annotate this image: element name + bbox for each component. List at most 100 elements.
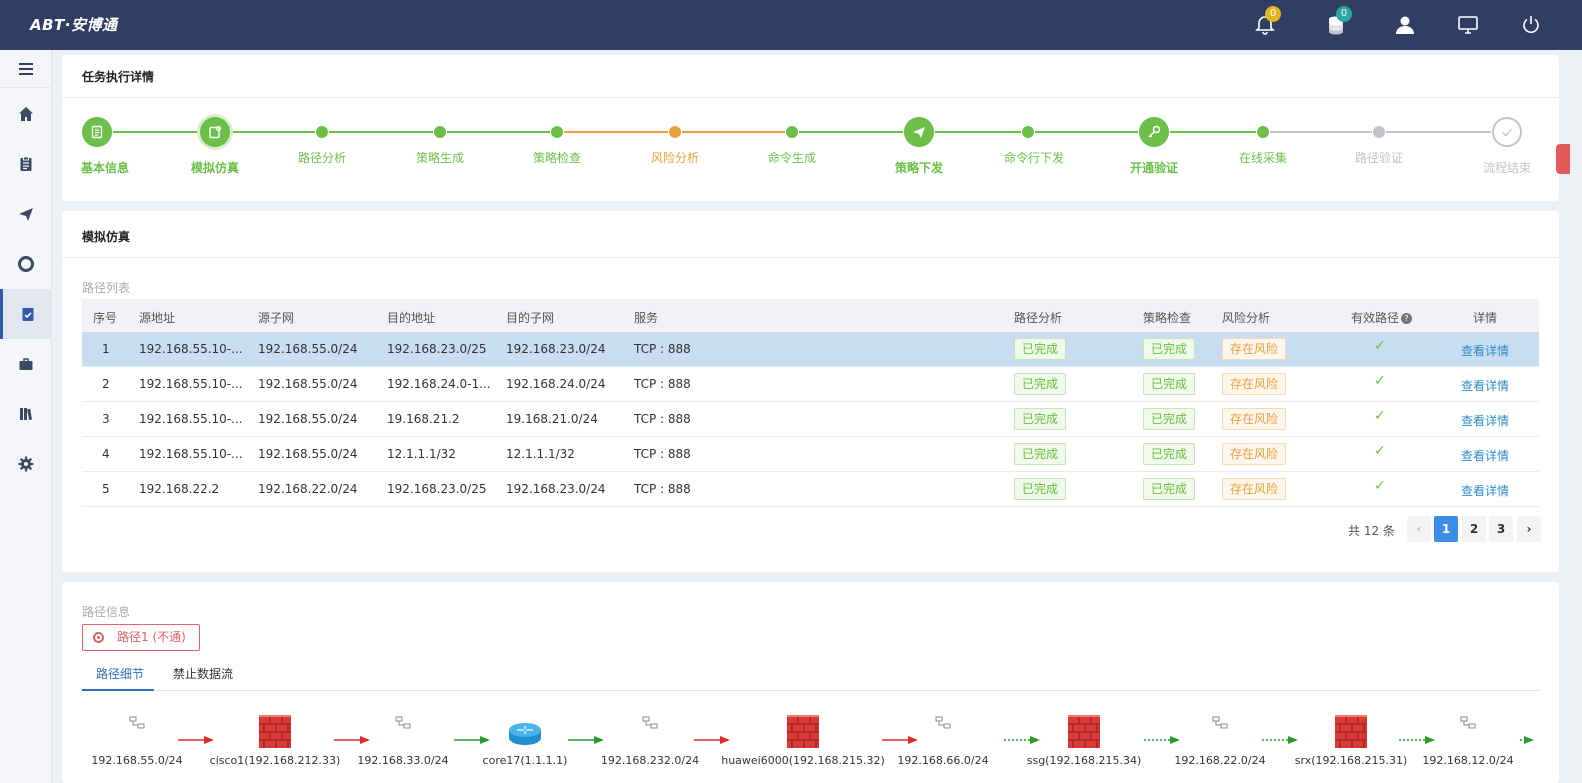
destination-address: 192.168.23.0/25 — [387, 482, 487, 496]
col-header: 有效路径? — [1351, 309, 1413, 326]
page-1-button[interactable]: 1 — [1434, 516, 1458, 542]
destination-address: 12.1.1.1/32 — [387, 447, 456, 461]
sidebar-item-assets[interactable] — [0, 339, 52, 389]
step-dot[interactable] — [669, 126, 681, 138]
check-icon: ✓ — [1374, 478, 1386, 494]
step-label: 命令生成 — [768, 151, 817, 165]
view-details-link[interactable]: 查看详情 — [1461, 449, 1510, 463]
path-node-label: 192.168.33.0/24 — [357, 754, 449, 767]
document-icon[interactable] — [82, 117, 112, 147]
tab-path-detail[interactable]: 路径细节 — [96, 667, 145, 681]
flow-arrow — [694, 734, 730, 744]
risk-analysis-status: 存在风险 — [1222, 338, 1287, 360]
tab-blocked-flows[interactable]: 禁止数据流 — [173, 667, 234, 681]
subnet-icon[interactable] — [935, 716, 951, 733]
step-label: 路径分析 — [298, 151, 347, 165]
step-label: 流程结束 — [1483, 161, 1532, 175]
subnet-icon[interactable] — [395, 716, 411, 733]
path-node-label: core17(1.1.1.1) — [482, 754, 568, 767]
step-dot[interactable] — [551, 126, 563, 138]
firewall-icon[interactable] — [786, 715, 820, 752]
check-circle-icon[interactable] — [1492, 117, 1522, 147]
path-1-button[interactable]: 路径1 (不通) — [82, 624, 200, 651]
subnet-icon[interactable] — [1460, 716, 1476, 733]
briefcase-icon — [19, 358, 33, 370]
policy-check-status: 已完成 — [1143, 373, 1196, 395]
view-details-link[interactable]: 查看详情 — [1461, 484, 1510, 498]
source-address: 192.168.55.10-... — [139, 377, 243, 391]
key-icon[interactable] — [1139, 117, 1169, 147]
simulate-icon[interactable] — [200, 117, 230, 147]
home-icon — [19, 107, 33, 121]
step-connector — [799, 131, 903, 133]
subnet-icon[interactable] — [1212, 716, 1228, 733]
subnet-icon[interactable] — [642, 716, 658, 733]
source-subnet: 192.168.55.0/24 — [258, 377, 358, 391]
destination-subnet: 19.168.21.0/24 — [506, 412, 598, 426]
source-subnet: 192.168.55.0/24 — [258, 447, 358, 461]
step-dot[interactable] — [1373, 126, 1385, 138]
sidebar-item-home[interactable] — [0, 89, 52, 139]
step-label: 风险分析 — [651, 151, 700, 165]
table-row[interactable]: 2 192.168.55.10-... 192.168.55.0/24 192.168… — [82, 367, 1539, 402]
step-connector — [447, 131, 550, 133]
table-row[interactable]: 4 192.168.55.10-... 192.168.55.0/24 12.1.1.… — [82, 437, 1539, 472]
table-row[interactable]: 5 192.168.22.2 192.168.22.0/24 192.168.23.0… — [82, 472, 1539, 507]
path-analysis-status: 已完成 — [1014, 478, 1067, 500]
step-label: 模拟仿真 — [191, 161, 240, 175]
sidebar-item-library[interactable] — [0, 389, 52, 439]
sidebar-item-settings[interactable] — [0, 439, 52, 489]
step-dot[interactable] — [1022, 126, 1034, 138]
sidebar-item-reports[interactable] — [0, 139, 52, 189]
col-header: 风险分析 — [1222, 311, 1271, 325]
user-icon[interactable] — [1394, 14, 1416, 36]
service: TCP : 888 — [634, 412, 691, 426]
paper-plane-icon[interactable] — [904, 117, 934, 147]
source-address: 192.168.55.10-... — [139, 342, 243, 356]
firewall-icon[interactable] — [258, 715, 292, 752]
page-3-button[interactable]: 3 — [1489, 516, 1513, 542]
sidebar-item-support[interactable] — [0, 239, 52, 289]
path-node-label: cisco1(192.168.212.33) — [209, 754, 341, 767]
step-dot[interactable] — [786, 126, 798, 138]
step-label: 在线采集 — [1239, 151, 1288, 165]
sidebar-item-deploy[interactable] — [0, 189, 52, 239]
prev-page-button[interactable]: ‹ — [1407, 516, 1431, 542]
step-dot[interactable] — [1257, 126, 1269, 138]
subnet-icon[interactable] — [129, 716, 145, 733]
task-detail-panel: 任务执行详情 基本信息 模拟仿真 路径分析 策略生成 策略检查 风险分析 命令生成 策略下发 命… — [62, 55, 1559, 201]
step-dot[interactable] — [434, 126, 446, 138]
col-header: 路径分析 — [1014, 311, 1063, 325]
row-number: 2 — [102, 377, 110, 391]
path-analysis-status: 已完成 — [1014, 443, 1067, 465]
bell-icon[interactable]: 0 — [1254, 6, 1281, 36]
step-label: 命令行下发 — [1004, 151, 1065, 165]
policy-check-status: 已完成 — [1143, 478, 1196, 500]
firewall-icon[interactable] — [1334, 715, 1368, 752]
firewall-icon[interactable] — [1067, 715, 1101, 752]
flow-arrow — [1520, 734, 1534, 744]
source-address: 192.168.55.10-... — [139, 412, 243, 426]
step-dot[interactable] — [316, 126, 328, 138]
help-icon[interactable]: ? — [1401, 313, 1413, 324]
view-details-link[interactable]: 查看详情 — [1461, 414, 1510, 428]
router-icon[interactable] — [508, 721, 542, 750]
table-row[interactable]: 1 192.168.55.10-... 192.168.55.0/24 192.168… — [82, 332, 1539, 367]
risk-analysis-status: 存在风险 — [1222, 373, 1287, 395]
flow-arrow — [882, 734, 918, 744]
table-row[interactable]: 3 192.168.55.10-... 192.168.55.0/24 19.168.… — [82, 402, 1539, 437]
source-subnet: 192.168.55.0/24 — [258, 412, 358, 426]
view-details-link[interactable]: 查看详情 — [1461, 379, 1510, 393]
service: TCP : 888 — [634, 447, 691, 461]
power-icon[interactable] — [1520, 14, 1542, 36]
sidebar-item-tasks[interactable] — [0, 289, 52, 339]
monitor-icon[interactable] — [1457, 14, 1479, 36]
database-icon[interactable]: 0 — [1325, 6, 1352, 36]
view-details-link[interactable]: 查看详情 — [1461, 344, 1510, 358]
step-label: 策略下发 — [895, 161, 944, 175]
menu-toggle-icon[interactable] — [0, 50, 52, 88]
col-header: 详情 — [1473, 311, 1498, 325]
page-2-button[interactable]: 2 — [1462, 516, 1486, 542]
feedback-tab[interactable] — [1556, 144, 1570, 174]
next-page-button[interactable]: › — [1517, 516, 1541, 542]
